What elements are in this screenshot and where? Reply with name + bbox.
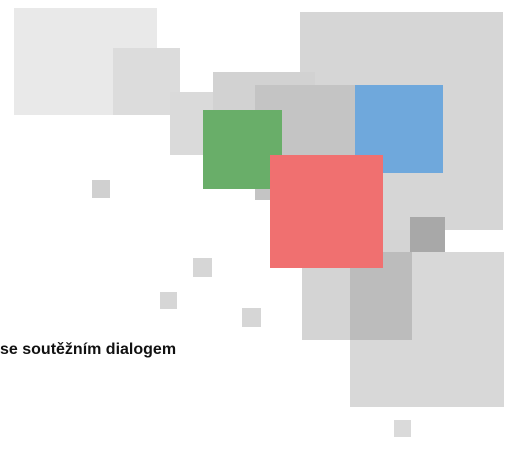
small-square: [193, 258, 212, 277]
small-square: [242, 308, 261, 327]
small-square: [92, 180, 110, 198]
subtitle: se soutěžním dialogem: [0, 341, 176, 359]
red-square: [270, 155, 383, 268]
square: [113, 48, 180, 115]
square: [410, 217, 445, 252]
small-square: [394, 420, 411, 437]
page: se soutěžním dialogem (() => { const dat…: [0, 0, 512, 457]
decoration: [0, 0, 512, 457]
small-square: [160, 292, 177, 309]
